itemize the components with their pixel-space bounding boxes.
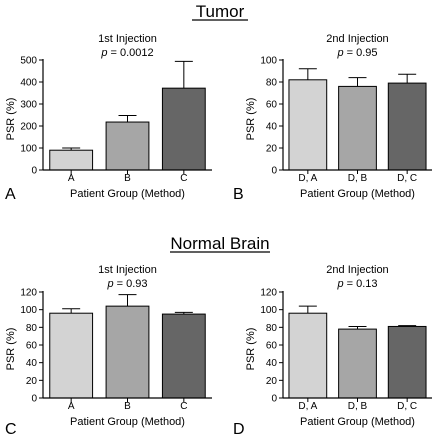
panel-b-letter: B bbox=[233, 186, 244, 203]
panel-c-bar-3 bbox=[161, 313, 206, 399]
panel-d-p-value: p = 0.13 bbox=[336, 278, 377, 290]
panel-d-ytick-label: 60 bbox=[266, 341, 278, 352]
panel-b-ytick-label: 80 bbox=[266, 78, 278, 89]
panel-d-bar-1 bbox=[288, 312, 328, 399]
panel-c-ytick-label: 100 bbox=[20, 305, 37, 316]
panel-b-p-symbol: p bbox=[336, 47, 346, 59]
panel-d-ytick-label: 20 bbox=[266, 376, 278, 387]
panel-c-ylabel: PSR (%) bbox=[5, 328, 17, 371]
panel-d-bar-3 bbox=[387, 325, 427, 399]
panel-b-p-number: = 0.95 bbox=[347, 47, 378, 59]
panel-a-title: 1st Injection bbox=[98, 33, 157, 45]
panel-c-title: 1st Injection bbox=[98, 264, 157, 276]
panel-c-bar-1 bbox=[49, 312, 94, 399]
panel-b-xtick-label: D, B bbox=[348, 173, 368, 184]
panel-d-ytick-label: 80 bbox=[266, 323, 278, 334]
panel-a-ytick-label: 400 bbox=[20, 78, 37, 89]
panel-c-ytick-label: 120 bbox=[20, 288, 37, 299]
panel-c-bar-2 bbox=[105, 305, 150, 399]
panel-d-xtick-label: D, A bbox=[298, 401, 317, 412]
panel-b-xtick-label: D, C bbox=[397, 173, 417, 184]
panel-a-xtick-label: B bbox=[124, 173, 131, 184]
panel-a-ylabel: PSR (%) bbox=[5, 98, 17, 141]
panel-a-p-value: p = 0.0012 bbox=[100, 47, 153, 59]
panel-d-title: 2nd Injection bbox=[326, 264, 388, 276]
panel-d-ytick-label: 0 bbox=[271, 394, 277, 405]
panel-a-ytick-label: 0 bbox=[31, 166, 37, 177]
panel-a-p-symbol: p bbox=[100, 47, 110, 59]
panel-c-xtick-label: A bbox=[68, 401, 75, 412]
panel-d-ylabel: PSR (%) bbox=[245, 328, 257, 371]
panel-c-ytick-label: 80 bbox=[26, 323, 38, 334]
panel-a-xtick-label: C bbox=[180, 173, 187, 184]
section-title-tumor: Tumor bbox=[196, 2, 245, 21]
panel-b-bar-3 bbox=[387, 82, 427, 171]
panel-b-ytick-label: 0 bbox=[271, 166, 277, 177]
panel-c-ytick-label: 60 bbox=[26, 341, 38, 352]
panel-b-ytick-label: 20 bbox=[266, 144, 278, 155]
panel-c-xtick-label: C bbox=[180, 401, 187, 412]
panel-c-p-symbol: p bbox=[106, 278, 116, 290]
panel-c-ytick-label: 40 bbox=[26, 358, 38, 369]
panel-c-ytick-label: 20 bbox=[26, 376, 38, 387]
panel-c-p-value: p = 0.93 bbox=[106, 278, 147, 290]
panel-a-p-number: = 0.0012 bbox=[111, 47, 154, 59]
panel-d-xlabel: Patient Group (Method) bbox=[300, 416, 415, 428]
panel-c-letter: C bbox=[5, 421, 17, 434]
panel-a-letter: A bbox=[5, 186, 16, 203]
panel-c-xlabel: Patient Group (Method) bbox=[70, 416, 185, 428]
panel-a-ytick-label: 100 bbox=[20, 144, 37, 155]
panel-b-ytick-label: 40 bbox=[266, 122, 278, 133]
panel-a-bar-2 bbox=[105, 121, 150, 171]
panel-d-p-symbol: p bbox=[336, 278, 346, 290]
panel-d-bar-2 bbox=[338, 328, 377, 399]
panel-b-ytick-label: 60 bbox=[266, 100, 278, 111]
panel-a-xtick-label: A bbox=[68, 173, 75, 184]
panel-a-xlabel: Patient Group (Method) bbox=[70, 188, 185, 200]
panel-b-bar-1 bbox=[288, 79, 328, 171]
panel-b-title: 2nd Injection bbox=[326, 33, 388, 45]
panel-a-bar-3 bbox=[161, 87, 206, 171]
panel-b-ytick-label: 100 bbox=[260, 56, 277, 67]
panel-d-ytick-label: 120 bbox=[260, 288, 277, 299]
panel-c-p-number: = 0.93 bbox=[117, 278, 148, 290]
panel-d-letter: D bbox=[233, 421, 245, 434]
panel-a-ytick-label: 300 bbox=[20, 100, 37, 111]
panel-d-ytick-label: 40 bbox=[266, 358, 278, 369]
panel-a-ytick-label: 200 bbox=[20, 122, 37, 133]
panel-b-xlabel: Patient Group (Method) bbox=[300, 188, 415, 200]
panel-a-bar-1 bbox=[49, 149, 94, 171]
panel-c-xtick-label: B bbox=[124, 401, 131, 412]
panel-b-ylabel: PSR (%) bbox=[245, 98, 257, 141]
panel-b-bar-2 bbox=[338, 85, 377, 171]
panel-b-xtick-label: D, A bbox=[298, 173, 317, 184]
panel-d-p-number: = 0.13 bbox=[347, 278, 378, 290]
panel-c-ytick-label: 0 bbox=[31, 394, 37, 405]
panel-d-xtick-label: D, C bbox=[397, 401, 417, 412]
panel-a-ytick-label: 500 bbox=[20, 56, 37, 67]
panel-d-ytick-label: 100 bbox=[260, 305, 277, 316]
section-title-normal-brain: Normal Brain bbox=[170, 234, 269, 253]
panel-d-xtick-label: D, B bbox=[348, 401, 368, 412]
panel-b-p-value: p = 0.95 bbox=[336, 47, 377, 59]
